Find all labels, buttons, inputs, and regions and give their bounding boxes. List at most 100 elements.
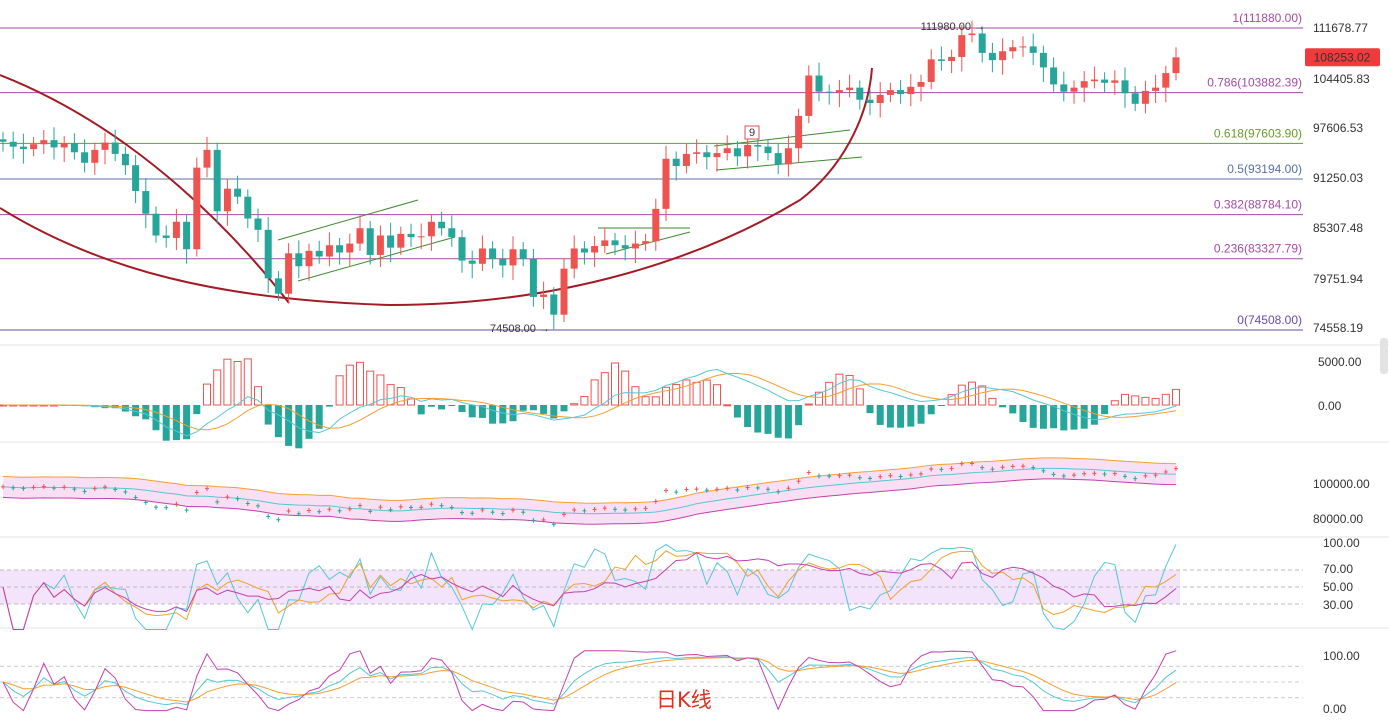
candle-body [937,59,945,61]
macd-bar [1151,397,1160,406]
td-marker-box [744,125,760,140]
panel-resize-handle[interactable] [1380,338,1388,374]
macd-bar [825,381,834,406]
candle-body [733,148,741,157]
macd-bar [1131,395,1140,406]
boll-upper-line [2,457,1177,504]
macd-bar [417,405,425,415]
macd-bar [1070,405,1078,430]
candle-body [60,143,68,148]
y-tick-label: 79751.94 [1313,272,1363,286]
candle-body [244,196,252,219]
candle-body [315,250,323,257]
candle-body [162,235,170,238]
macd-bar [162,405,170,441]
macd-bar [223,358,232,406]
candle-body [1111,80,1119,83]
candle-body [631,243,639,249]
macd-bar [386,384,395,406]
macd-bar [1090,405,1098,425]
candle-body [438,221,446,229]
macd-bar [152,405,160,431]
macd-bar [233,360,242,406]
macd-bar [968,381,976,406]
candle-body [795,115,803,149]
candle-body [30,144,38,150]
candles-main [0,20,1180,330]
candle-body [376,235,384,255]
candle-body [91,149,99,163]
macd-bar [1029,405,1037,428]
candle-body [1101,79,1109,83]
candle-body [203,149,211,168]
candle-body [19,146,27,150]
candle-body [652,208,660,242]
candle-body [81,152,89,163]
candle-body [499,258,507,266]
low-price-label: 74508.00 → [490,323,550,335]
macd-bar [193,405,201,415]
candle-body [621,245,629,249]
macd-bar [927,405,935,415]
candle-body [1029,46,1037,53]
macd-bar [1101,405,1109,415]
macd-y-tick: 0.00 [1318,399,1342,413]
fib-level-label: 0.786(103882.39) [1207,76,1302,90]
macd-bar [774,405,782,438]
macd-bar [499,405,507,424]
fib-level-label: 0.236(83327.79) [1214,242,1302,256]
candle-body [1050,67,1058,85]
macd-bar [345,364,354,406]
candle-body [662,158,670,209]
macd-bar [999,405,1007,408]
candle-body [1152,87,1160,91]
candle-body [560,268,568,315]
macd-bar [264,405,272,425]
macd-bar [305,405,313,439]
macd-bar [427,405,435,407]
macd-bar [540,405,548,414]
arc-drawing [0,74,290,304]
macd-bar [917,405,925,424]
macd-bar [600,372,609,406]
macd-bar [733,405,741,418]
kdj-y-tick: 100.00 [1323,649,1360,663]
macd-bar [560,405,568,412]
macd-bar [1110,400,1119,406]
candle-body [876,94,884,103]
candle-body [101,142,109,150]
fib-level-label: 0.618(97603.90) [1214,126,1302,140]
macd-bar [907,405,915,427]
macd-bar [804,403,813,406]
fib-level-label: 0.5(93194.00) [1227,162,1302,176]
macd-bar [489,405,497,424]
boll-mid-line [2,467,1177,515]
y-tick-label: 85307.48 [1313,221,1363,235]
candle-body [805,75,813,116]
candle-body [1070,87,1078,92]
candle-body [152,213,160,236]
candle-body [132,165,140,192]
candle-body [815,75,823,92]
candle-body [672,158,680,167]
macd-bar [1039,405,1047,429]
candle-body [693,152,701,154]
macd-bar [376,374,385,406]
candle-body [489,248,497,259]
kdj-j-line [2,650,1177,712]
candle-body [254,218,262,230]
rsi-y-tick: 100.00 [1323,536,1360,550]
candle-body [234,188,242,197]
candle-body [1121,80,1129,94]
macd-bar [1161,393,1170,406]
macd-bar [203,383,211,406]
macd-bar [1121,393,1129,406]
candle-body [264,229,272,279]
candle-body [356,228,364,244]
macd-bar [458,405,466,412]
chart-caption: 日K线 [656,688,712,712]
candle-body [458,237,466,261]
candle-body [172,221,180,238]
macd-bar [764,405,772,434]
